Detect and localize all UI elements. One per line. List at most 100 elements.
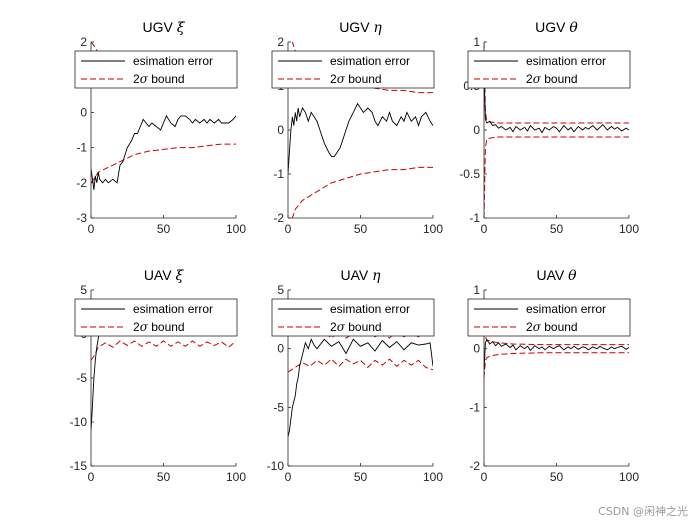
subplot-title-prefix: UAV: [536, 267, 568, 283]
legend-bound-suffix: bound: [541, 72, 578, 86]
subplot-title-symbol: ξ: [177, 20, 186, 36]
x-tick-label: 0: [88, 470, 95, 484]
legend-bound-label: 2σ bound: [330, 320, 382, 334]
subplot-title: UGV θ: [535, 19, 578, 36]
x-tick-label: 0: [285, 470, 292, 484]
legend-bound-number: 2: [526, 72, 533, 86]
y-tick-label: 0: [473, 123, 480, 137]
y-tick-label: -10: [70, 415, 88, 429]
subplot-title: UAV ξ: [144, 267, 185, 284]
legend-bound-number: 2: [330, 320, 337, 334]
series-estimation-error-line: [288, 338, 433, 437]
y-tick-label: -5: [273, 400, 284, 414]
legend-bound-suffix: bound: [541, 320, 578, 334]
subplot-title-symbol: θ: [569, 20, 578, 36]
y-tick-label: -3: [76, 211, 87, 225]
y-tick-label: -2: [76, 176, 87, 190]
y-tick-label: -1: [469, 400, 480, 414]
legend: esimation error 2σ bound: [467, 50, 631, 89]
legend-error-label: esimation error: [526, 54, 606, 68]
y-tick-label: 2: [277, 35, 284, 49]
subplot-title: UAV η: [340, 267, 381, 284]
legend: esimation error 2σ bound: [271, 298, 435, 337]
legend-bound-label: 2σ bound: [526, 72, 578, 86]
y-tick-label: 5: [277, 283, 284, 297]
series-group: [484, 42, 629, 218]
series-group: [484, 319, 629, 379]
subplot-title-prefix: UAV: [144, 267, 176, 283]
series-estimation-error-line: [288, 102, 433, 175]
x-tick-label: 0: [88, 222, 95, 236]
y-tick-label: 0: [80, 105, 87, 119]
subplot-title-prefix: UGV: [339, 19, 373, 35]
legend-error-label: esimation error: [330, 54, 410, 68]
y-tick-label: 0: [277, 342, 284, 356]
subplot-title: UGV η: [339, 19, 382, 36]
series-bound-lower-line: [484, 136, 629, 218]
legend-bound-number: 2: [330, 72, 337, 86]
legend-bound-suffix: bound: [345, 72, 382, 86]
legend-box: [271, 298, 435, 337]
y-tick-label: -1: [273, 167, 284, 181]
x-tick-label: 50: [354, 470, 368, 484]
legend-error-label: esimation error: [526, 302, 606, 316]
y-tick-label: 5: [80, 283, 87, 297]
series-bound-lower-line: [91, 340, 236, 361]
subplot-title: UAV θ: [536, 267, 577, 284]
y-tick-label: -1: [76, 141, 87, 155]
y-tick-label: -2: [469, 459, 480, 473]
y-tick-label: -10: [267, 459, 285, 473]
y-tick-label: 1: [473, 283, 480, 297]
subplot-title-symbol: ξ: [175, 268, 184, 284]
legend-bound-suffix: bound: [148, 72, 185, 86]
legend-bound-sigma: σ: [337, 72, 346, 86]
legend-bound-sigma: σ: [140, 320, 149, 334]
series-estimation-error-line: [484, 339, 629, 373]
y-tick-label: -2: [273, 211, 284, 225]
x-tick-label: 100: [619, 222, 639, 236]
series-estimation-error-line: [484, 68, 629, 134]
series-bound-lower-line: [288, 358, 433, 373]
legend-bound-sigma: σ: [533, 320, 542, 334]
subplot-title-prefix: UAV: [340, 267, 372, 283]
legend-box: [74, 50, 238, 89]
x-tick-label: 0: [481, 222, 488, 236]
legend-bound-number: 2: [133, 72, 140, 86]
x-tick-label: 50: [157, 470, 171, 484]
y-tick-label: -15: [70, 459, 88, 473]
legend-bound-suffix: bound: [148, 320, 185, 334]
x-tick-label: 0: [285, 222, 292, 236]
subplot-title-prefix: UGV: [143, 19, 177, 35]
x-tick-label: 50: [157, 222, 171, 236]
series-bound-upper-line: [484, 319, 629, 346]
x-tick-label: 100: [423, 470, 443, 484]
subplot-5: 0 50 100 -10 -5 0 5 UAV η esimation error 2σ boun…: [267, 267, 444, 484]
legend-bound-label: 2σ bound: [526, 320, 578, 334]
x-tick-label: 100: [226, 470, 246, 484]
x-tick-label: 100: [619, 470, 639, 484]
x-tick-label: 100: [423, 222, 443, 236]
y-tick-label: 1: [473, 35, 480, 49]
legend-error-label: esimation error: [330, 302, 410, 316]
legend-bound-label: 2σ bound: [133, 320, 185, 334]
legend: esimation error 2σ bound: [271, 50, 435, 89]
x-tick-label: 50: [550, 222, 564, 236]
subplot-title-prefix: UGV: [535, 19, 569, 35]
legend-box: [74, 298, 238, 337]
y-tick-label: 0: [277, 123, 284, 137]
legend-bound-number: 2: [526, 320, 533, 334]
watermark: CSDN @闲神之光: [598, 505, 688, 518]
legend-box: [271, 50, 435, 89]
subplot-title-symbol: η: [372, 268, 381, 284]
y-tick-label: -1: [469, 211, 480, 225]
legend-box: [467, 50, 631, 89]
subplot-title-symbol: θ: [568, 268, 577, 284]
legend-bound-sigma: σ: [140, 72, 149, 86]
legend: esimation error 2σ bound: [74, 298, 238, 337]
series-bound-lower-line: [288, 166, 433, 218]
